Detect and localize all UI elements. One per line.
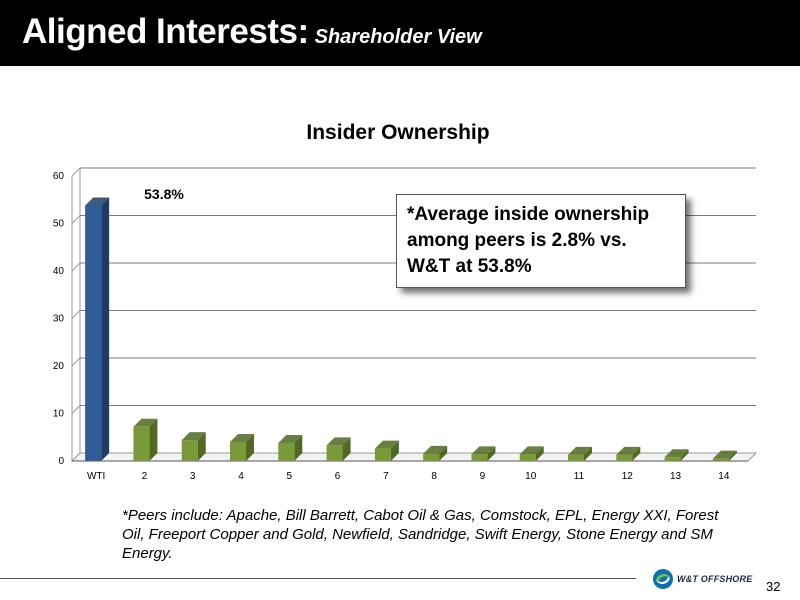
bar-6 <box>326 445 343 461</box>
bar-side-12 <box>632 446 641 461</box>
x-tick-label: 10 <box>525 471 537 482</box>
bar-2 <box>133 426 150 461</box>
data-label-WTI: 53.8% <box>144 186 184 202</box>
bar-top-3 <box>181 432 206 441</box>
bar-side-7 <box>390 440 399 461</box>
bar-top-11 <box>568 446 592 455</box>
x-tick-label: 9 <box>480 471 486 482</box>
slide-title: Aligned Interests: Shareholder View <box>22 12 482 52</box>
bar-top-6 <box>326 437 351 446</box>
y-tick-label: 60 <box>53 171 65 182</box>
bar-4 <box>230 442 246 461</box>
y-tick-label: 20 <box>53 361 65 372</box>
x-tick-label: 8 <box>431 471 437 482</box>
bar-top-2 <box>133 418 158 427</box>
x-tick-label: 2 <box>142 471 148 482</box>
bar-top-WTI <box>85 197 110 206</box>
y-tick-label: 50 <box>53 219 65 230</box>
bar-8 <box>423 453 440 461</box>
bar-10 <box>519 454 536 461</box>
x-tick-label: 13 <box>670 471 682 482</box>
bar-13 <box>664 457 681 461</box>
gridline-connector <box>71 310 81 319</box>
peers-footnote: *Peers include: Apache, Bill Barrett, Ca… <box>122 507 719 562</box>
bar-side-2 <box>149 418 158 461</box>
y-tick-label: 10 <box>53 409 65 420</box>
bar-7 <box>374 448 391 461</box>
footer-divider <box>0 578 636 579</box>
callout-line-3: W&T at 53.8% <box>407 256 532 277</box>
bar-top-13 <box>664 449 689 458</box>
y-tick-label: 0 <box>58 456 64 467</box>
gridline-connector <box>71 405 81 414</box>
x-tick-label: 3 <box>190 471 196 482</box>
bar-side-14 <box>728 450 737 461</box>
bar-top-4 <box>230 434 254 442</box>
bar-side-13 <box>680 449 689 461</box>
chart-title: Insider Ownership <box>306 121 489 144</box>
bar-top-9 <box>471 446 496 455</box>
x-tick-label: WTI <box>87 471 105 482</box>
bar-side-WTI <box>101 197 110 461</box>
bar-side-6 <box>342 437 351 461</box>
gridline-connector <box>71 215 81 224</box>
x-tick-label: 14 <box>718 471 730 482</box>
x-tick-label: 7 <box>383 471 389 482</box>
gridline-connector <box>71 262 81 272</box>
company-logo: W&T OFFSHORE <box>652 568 752 590</box>
bar-top-12 <box>616 446 641 455</box>
bar-side-9 <box>487 446 496 461</box>
logo-text: W&T OFFSHORE <box>677 574 753 584</box>
bar-side-3 <box>197 432 206 461</box>
average-ownership-callout: *Average inside ownership among peers is… <box>396 194 686 288</box>
bar-WTI <box>85 205 102 461</box>
y-tick-label: 30 <box>53 314 65 325</box>
slide-header: Aligned Interests: Shareholder View <box>0 0 800 66</box>
gridline-connector <box>71 167 81 177</box>
bar-5 <box>278 442 295 461</box>
bar-12 <box>616 454 633 461</box>
bar-side-4 <box>246 434 254 461</box>
logo-swirl-icon <box>653 569 673 589</box>
bar-top-7 <box>374 440 399 449</box>
bar-top-5 <box>278 434 303 443</box>
callout-line-1: *Average inside ownership <box>407 204 650 225</box>
y-tick-label: 40 <box>53 266 65 277</box>
x-tick-label: 5 <box>287 471 293 482</box>
bar-14 <box>712 458 729 461</box>
gridline-connector <box>71 357 81 367</box>
callout-line-2: among peers is 2.8% vs. <box>407 230 627 251</box>
bar-side-8 <box>439 445 448 461</box>
bar-11 <box>568 454 584 461</box>
slide-subtitle: Shareholder View <box>314 26 482 48</box>
bar-side-5 <box>294 434 303 461</box>
insider-ownership-chart: Insider Ownership 0 10 20 30 40 50 60 WTI 2 3 4 5 6 7 8… <box>53 121 758 482</box>
slide-title-text: Aligned Interests: <box>22 12 309 51</box>
bar-side-11 <box>584 446 592 461</box>
bar-side-10 <box>535 446 544 461</box>
bar-top-14 <box>712 450 737 459</box>
bar-9 <box>471 454 488 461</box>
bar-top-10 <box>519 446 544 455</box>
x-tick-label: 6 <box>335 471 341 482</box>
bar-3 <box>181 440 198 461</box>
chart-floor <box>70 452 758 462</box>
bar-top-8 <box>423 445 448 454</box>
x-tick-label: 4 <box>238 471 244 482</box>
x-tick-label: 12 <box>622 471 634 482</box>
page-number: 32 <box>766 579 781 594</box>
x-tick-label: 11 <box>574 471 585 482</box>
